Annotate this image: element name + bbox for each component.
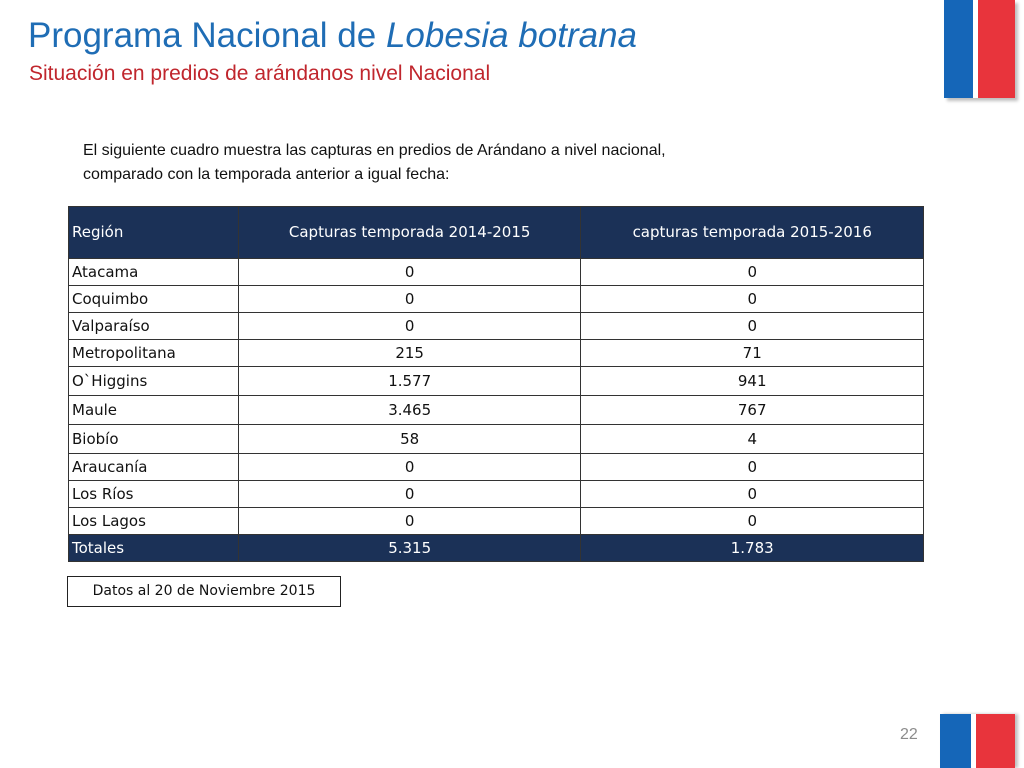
value-cell: 0 xyxy=(237,453,582,481)
region-cell: Maule xyxy=(68,395,239,425)
table-row: Atacama 0 0 xyxy=(68,258,924,286)
table-header-row: Región Capturas temporada 2014-2015 capt… xyxy=(68,206,924,259)
region-cell: Atacama xyxy=(68,258,239,286)
captures-table: Región Capturas temporada 2014-2015 capt… xyxy=(68,206,924,562)
table-row: Los Lagos 0 0 xyxy=(68,507,924,535)
table-row: Biobío 58 4 xyxy=(68,424,924,454)
flag-logo-top xyxy=(944,0,1015,98)
table-row: O`Higgins 1.577 941 xyxy=(68,366,924,396)
table-row: Araucanía 0 0 xyxy=(68,453,924,481)
value-cell: 71 xyxy=(580,339,924,367)
slide-subtitle: Situación en predios de arándanos nivel … xyxy=(29,62,491,85)
title-italic: Lobesia botrana xyxy=(385,16,638,55)
flag-blue-stripe xyxy=(944,0,973,98)
flag-red-stripe xyxy=(978,0,1015,98)
value-cell: 215 xyxy=(237,339,582,367)
intro-line-1: El siguiente cuadro muestra las capturas… xyxy=(83,142,666,159)
value-cell: 0 xyxy=(580,453,924,481)
table-row: Los Ríos 0 0 xyxy=(68,480,924,508)
value-cell: 941 xyxy=(580,366,924,396)
value-cell: 0 xyxy=(237,258,582,286)
value-cell: 4 xyxy=(580,424,924,454)
value-cell: 0 xyxy=(237,312,582,340)
intro-line-2: comparado con la temporada anterior a ig… xyxy=(83,166,450,183)
value-cell: 0 xyxy=(237,480,582,508)
region-cell: Araucanía xyxy=(68,453,239,481)
value-cell: 0 xyxy=(580,258,924,286)
value-cell: 58 xyxy=(237,424,582,454)
value-cell: 0 xyxy=(237,285,582,313)
value-cell: 3.465 xyxy=(237,395,582,425)
intro-text: El siguiente cuadro muestra las capturas… xyxy=(83,139,783,187)
data-date-note: Datos al 20 de Noviembre 2015 xyxy=(67,576,341,607)
flag-blue-stripe xyxy=(940,714,971,768)
value-cell: 0 xyxy=(237,507,582,535)
table-row: Valparaíso 0 0 xyxy=(68,312,924,340)
totals-2015-2016: 1.783 xyxy=(580,534,924,562)
value-cell: 0 xyxy=(580,507,924,535)
totals-label: Totales xyxy=(68,534,239,562)
value-cell: 0 xyxy=(580,285,924,313)
flag-red-stripe xyxy=(976,714,1015,768)
header-captures-2015-2016: capturas temporada 2015-2016 xyxy=(580,206,924,259)
table-row: Metropolitana 215 71 xyxy=(68,339,924,367)
page-number: 22 xyxy=(900,726,918,743)
title-main: Programa Nacional de xyxy=(28,16,386,55)
totals-2014-2015: 5.315 xyxy=(237,534,582,562)
region-cell: O`Higgins xyxy=(68,366,239,396)
table-row: Coquimbo 0 0 xyxy=(68,285,924,313)
table-row: Maule 3.465 767 xyxy=(68,395,924,425)
header-captures-2014-2015: Capturas temporada 2014-2015 xyxy=(237,206,582,259)
value-cell: 0 xyxy=(580,312,924,340)
value-cell: 0 xyxy=(580,480,924,508)
header-region: Región xyxy=(68,206,239,259)
value-cell: 767 xyxy=(580,395,924,425)
region-cell: Los Lagos xyxy=(68,507,239,535)
value-cell: 1.577 xyxy=(237,366,582,396)
slide-title: Programa Nacional de Lobesia botrana xyxy=(28,14,637,58)
region-cell: Valparaíso xyxy=(68,312,239,340)
region-cell: Los Ríos xyxy=(68,480,239,508)
region-cell: Metropolitana xyxy=(68,339,239,367)
totals-row: Totales 5.315 1.783 xyxy=(68,534,924,562)
region-cell: Coquimbo xyxy=(68,285,239,313)
flag-logo-bottom xyxy=(940,714,1015,768)
region-cell: Biobío xyxy=(68,424,239,454)
